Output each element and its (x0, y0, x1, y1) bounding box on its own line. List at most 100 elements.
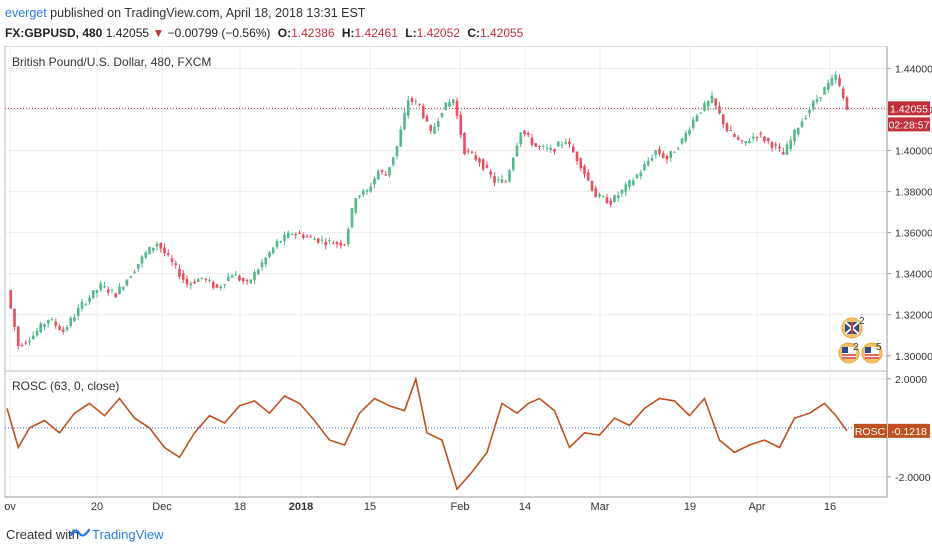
candle-body (710, 95, 714, 103)
rosc-line[interactable] (6, 375, 848, 491)
candle (526, 131, 530, 138)
osc-tick-label: 2.0000 (895, 374, 927, 386)
candle (718, 102, 721, 115)
candle-body (376, 171, 380, 180)
candle-body (88, 297, 91, 302)
candle-body (530, 137, 534, 145)
candle-body (121, 287, 125, 290)
candle (680, 137, 684, 145)
chart-area[interactable]: British Pound/U.S. Dollar, 480, FXCM 1.4… (0, 46, 932, 517)
candle-body (9, 290, 13, 309)
us-event-count-2: 5 (876, 342, 882, 353)
candle-body (489, 171, 493, 175)
candle (819, 96, 823, 102)
candle (744, 140, 748, 147)
candle (609, 197, 613, 208)
candle (163, 243, 166, 257)
time-tick-label: 2018 (289, 501, 313, 513)
candle-body (706, 101, 710, 107)
author-link[interactable]: everget (5, 6, 47, 20)
candle (440, 112, 444, 119)
candle (211, 280, 215, 290)
candle (511, 156, 515, 172)
candle (391, 157, 395, 168)
time-tick-label: 18 (234, 501, 246, 513)
candle-body (61, 329, 65, 332)
candle-body (46, 319, 50, 324)
candle (219, 284, 223, 291)
candle-body (740, 140, 744, 142)
candle (429, 124, 433, 135)
open-label: O: (277, 26, 292, 40)
candle-body (680, 138, 684, 144)
candle-body (84, 304, 88, 306)
candle (61, 326, 65, 335)
candle-body (204, 278, 208, 280)
candle-body (766, 138, 770, 142)
candle (140, 255, 144, 268)
event-badge-uk[interactable]: 2 (841, 316, 865, 339)
candle (763, 135, 766, 144)
candle-body (478, 158, 481, 163)
candle (699, 112, 703, 115)
high-label: H: (341, 26, 355, 40)
candle (65, 325, 69, 332)
candle (226, 272, 230, 282)
candle-body (140, 256, 144, 264)
tradingview-link[interactable]: TradingView (92, 527, 164, 542)
candlestick-series[interactable] (9, 70, 849, 350)
candle (331, 240, 335, 245)
candle (253, 269, 256, 285)
candle (133, 269, 136, 274)
candle-body (365, 190, 369, 192)
candle-body (650, 157, 654, 161)
candle (673, 151, 676, 153)
candle-body (463, 132, 466, 155)
candle (58, 324, 61, 331)
candle (774, 141, 778, 150)
change-value: −0.00799 (−0.56%) (167, 26, 271, 40)
candle-body (830, 78, 834, 86)
candle-body (245, 280, 249, 282)
candle (740, 139, 744, 145)
candle (564, 138, 568, 145)
candle (320, 235, 324, 244)
candle (725, 122, 729, 133)
candle (785, 141, 789, 156)
candle (31, 331, 35, 340)
osc-tick-label: -2.0000 (895, 472, 931, 484)
candle (489, 169, 493, 179)
candle-body (699, 112, 703, 114)
event-badge-us-2[interactable]: 5 (861, 342, 883, 364)
candle (309, 234, 313, 238)
event-badge-us-1[interactable]: 2 (838, 342, 860, 364)
candle-body (560, 144, 564, 146)
candle-body (406, 100, 410, 116)
candle-body (838, 77, 841, 86)
candle (823, 86, 826, 95)
candle (504, 179, 508, 183)
price-tick-label: 1.44000 (895, 63, 932, 75)
candle-body (808, 109, 811, 114)
indicator-axis[interactable]: 2.0000 -2.0000 (887, 374, 931, 484)
candle (339, 239, 343, 249)
candle (54, 318, 58, 329)
candle-body (58, 326, 61, 331)
candle (594, 185, 598, 198)
candle (755, 136, 759, 142)
countdown-tag (888, 117, 930, 132)
tradingview-logo-icon[interactable] (70, 525, 90, 541)
main-pane-title: British Pound/U.S. Dollar, 480, FXCM (12, 55, 211, 69)
candle (290, 232, 294, 236)
time-axis[interactable]: ov 20 Dec 18 2018 15 Feb 14 Mar 19 Apr 16 (4, 496, 887, 513)
candle (275, 238, 279, 250)
candle-body (658, 149, 661, 154)
candle-body (350, 208, 354, 228)
candle (301, 232, 305, 240)
candle (260, 258, 264, 271)
candle-body (496, 179, 500, 181)
candle (478, 157, 481, 167)
candle-body (305, 236, 309, 238)
publish-text: published on TradingView.com, April 18, … (46, 6, 366, 20)
candle (493, 172, 496, 187)
